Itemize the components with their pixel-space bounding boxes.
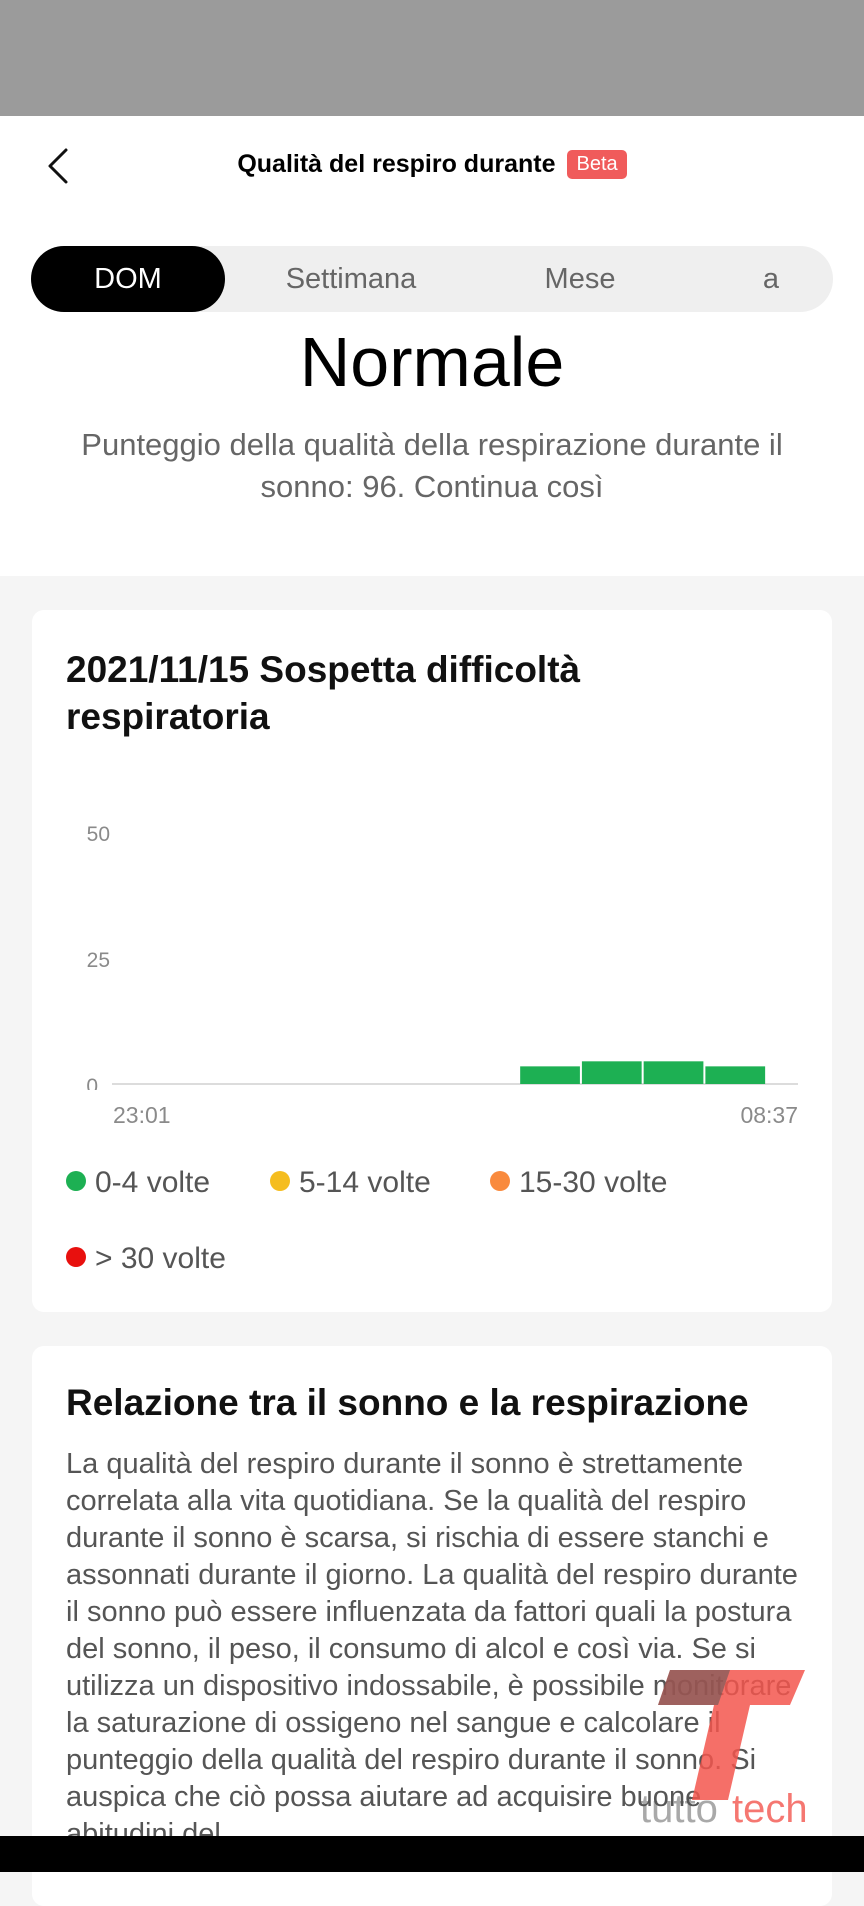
legend-item-15-30: 15-30 volte	[490, 1166, 667, 1200]
navigation-bar: Qualità del respiro durante Beta	[0, 116, 864, 216]
period-tabs: DOM Settimana Mese a	[31, 246, 833, 312]
svg-text:tech: tech	[732, 1787, 808, 1830]
legend-item-over-30: > 30 volte	[66, 1242, 226, 1276]
chart-bar	[705, 1066, 766, 1084]
x-axis-labels: 23:01 08:37	[113, 1102, 798, 1128]
svg-text:tutto: tutto	[640, 1787, 718, 1830]
bottom-bar	[0, 1836, 864, 1872]
tab-day[interactable]: DOM	[31, 246, 225, 312]
legend-label: > 30 volte	[95, 1242, 226, 1275]
legend-label: 5-14 volte	[299, 1166, 431, 1199]
tab-month[interactable]: Mese	[544, 263, 616, 295]
x-end-label: 08:37	[740, 1102, 798, 1128]
tuttotech-logo: tutto tech	[640, 1650, 820, 1831]
y-tick-label: 0	[86, 1075, 98, 1090]
chevron-left-icon	[48, 148, 68, 184]
red-dot-icon	[66, 1247, 86, 1268]
tab-week[interactable]: Settimana	[285, 263, 417, 295]
beta-badge: Beta	[567, 150, 627, 179]
quality-status: Normale	[299, 323, 565, 401]
chart-bar	[520, 1066, 580, 1084]
chart-card: 2021/11/15 Sospetta difficoltà respirato…	[32, 610, 832, 1312]
legend-item-5-14: 5-14 volte	[270, 1166, 431, 1200]
y-tick-label: 25	[87, 949, 110, 972]
bars-group	[520, 1061, 766, 1084]
page-title: Qualità del respiro durante	[237, 150, 556, 178]
quality-description: Punteggio della qualità della respirazio…	[81, 427, 783, 504]
y-tick-label: 50	[87, 823, 110, 846]
yellow-dot-icon	[270, 1171, 290, 1192]
info-card-title: Relazione tra il sonno e la respirazione	[66, 1382, 749, 1423]
back-button[interactable]	[38, 144, 82, 188]
tab-year[interactable]: a	[762, 263, 780, 295]
status-bar	[0, 0, 864, 116]
chart-bar	[643, 1061, 704, 1084]
x-start-label: 23:01	[113, 1102, 171, 1128]
chart-bar	[581, 1061, 642, 1084]
breathing-chart: 50 25 0	[86, 823, 798, 1090]
green-dot-icon	[66, 1171, 86, 1192]
orange-dot-icon	[490, 1171, 510, 1192]
legend-item-0-4: 0-4 volte	[66, 1166, 210, 1200]
page-title-group: Qualità del respiro durante Beta	[0, 150, 864, 179]
legend-label: 15-30 volte	[519, 1166, 668, 1199]
chart-card-title: 2021/11/15 Sospetta difficoltà respirato…	[66, 649, 581, 737]
legend-label: 0-4 volte	[95, 1166, 211, 1199]
top-area	[0, 116, 864, 576]
